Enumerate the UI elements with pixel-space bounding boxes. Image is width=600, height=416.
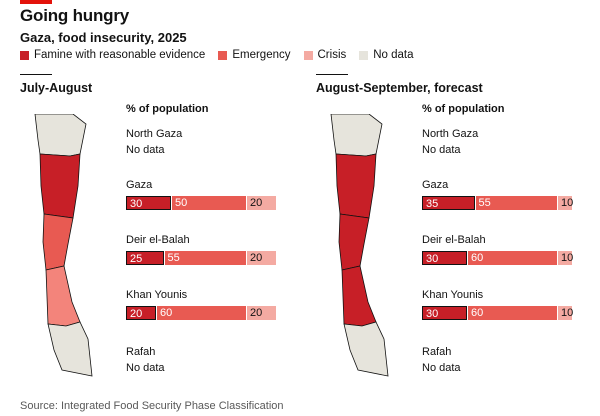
panel-july-august: July-August % of population North Gaza N… xyxy=(20,74,290,394)
source-note: Source: Integrated Food Security Phase C… xyxy=(20,400,284,412)
bar-segment-famine: 30 xyxy=(422,306,467,320)
bar-segment-crisis: 20 xyxy=(246,306,276,320)
region-gaza: Gaza 30 50 20 xyxy=(126,179,286,210)
region-label: North Gaza xyxy=(422,128,479,140)
map-region-khan-younis xyxy=(45,265,81,327)
region-deir-el-balah: Deir el-Balah 30 60 10 xyxy=(422,234,582,265)
map-region-rafah xyxy=(343,321,389,377)
map-region-deir-el-balah xyxy=(42,213,74,271)
region-label: North Gaza xyxy=(126,128,183,140)
no-data-label: No data xyxy=(126,144,165,156)
bar-segment-crisis: 10 xyxy=(557,306,573,320)
legend-item-emergency: Emergency xyxy=(218,49,291,61)
brand-bar xyxy=(20,0,52,4)
panel-rule xyxy=(20,74,52,75)
stacked-bar: 30 50 20 xyxy=(126,196,276,210)
region-label: Deir el-Balah xyxy=(126,234,190,246)
legend-item-famine: Famine with reasonable evidence xyxy=(20,49,205,61)
bar-segment-famine: 35 xyxy=(422,196,475,210)
legend-label-famine: Famine with reasonable evidence xyxy=(34,49,206,61)
region-label: Deir el-Balah xyxy=(422,234,486,246)
gaza-map xyxy=(330,114,389,377)
column-header: % of population xyxy=(422,103,505,115)
region-north-gaza: North Gaza No data xyxy=(126,128,286,156)
legend-label-crisis: Crisis xyxy=(317,49,347,61)
stacked-bar: 25 55 20 xyxy=(126,251,276,265)
bar-segment-emergency: 60 xyxy=(467,251,557,265)
bar-segment-famine: 30 xyxy=(422,251,467,265)
bar-segment-emergency: 50 xyxy=(171,196,246,210)
region-rafah: Rafah No data xyxy=(422,346,582,374)
region-label: Khan Younis xyxy=(126,289,188,301)
bar-segment-emergency: 60 xyxy=(156,306,246,320)
stacked-bar: 30 60 10 xyxy=(422,251,573,265)
gaza-map xyxy=(34,114,93,377)
map-region-gaza xyxy=(39,153,81,219)
bar-segment-crisis: 20 xyxy=(246,196,276,210)
chart-subtitle: Gaza, food insecurity, 2025 xyxy=(20,30,187,45)
chart-title: Going hungry xyxy=(20,6,130,25)
legend-label-emergency: Emergency xyxy=(232,49,291,61)
legend-swatch-crisis xyxy=(303,50,313,60)
region-label: Rafah xyxy=(126,346,156,358)
column-header: % of population xyxy=(126,103,209,115)
map-region-north-gaza xyxy=(34,114,87,157)
no-data-label: No data xyxy=(422,144,461,156)
region-khan-younis: Khan Younis 30 60 10 xyxy=(422,289,582,320)
region-deir-el-balah: Deir el-Balah 25 55 20 xyxy=(126,234,286,265)
bar-segment-emergency: 55 xyxy=(163,251,246,265)
legend-label-nodata: No data xyxy=(373,49,414,61)
region-label: Rafah xyxy=(422,346,452,358)
legend-swatch-emergency xyxy=(218,50,228,60)
panel-title: July-August xyxy=(20,81,93,95)
region-label: Khan Younis xyxy=(422,289,484,301)
map-region-rafah xyxy=(47,321,93,377)
bar-segment-emergency: 60 xyxy=(467,306,557,320)
stacked-bar: 20 60 20 xyxy=(126,306,276,320)
no-data-label: No data xyxy=(422,362,461,374)
bar-segment-emergency: 55 xyxy=(474,196,557,210)
bar-segment-crisis: 10 xyxy=(557,251,573,265)
legend-swatch-nodata xyxy=(359,50,369,60)
panel-rule xyxy=(316,74,348,75)
no-data-label: No data xyxy=(126,362,165,374)
legend-swatch-famine xyxy=(20,50,29,60)
region-label: Gaza xyxy=(126,179,153,191)
map-region-north-gaza xyxy=(330,114,383,157)
stacked-bar: 35 55 10 xyxy=(422,196,573,210)
panel-title: August-September, forecast xyxy=(316,81,483,95)
region-label: Gaza xyxy=(422,179,449,191)
legend-item-crisis: Crisis xyxy=(303,49,347,61)
map-region-deir-el-balah xyxy=(338,213,370,271)
region-north-gaza: North Gaza No data xyxy=(422,128,582,156)
bar-segment-famine: 20 xyxy=(126,306,156,320)
map-region-gaza xyxy=(335,153,377,219)
bar-segment-crisis: 20 xyxy=(246,251,276,265)
region-rafah: Rafah No data xyxy=(126,346,286,374)
region-gaza: Gaza 35 55 10 xyxy=(422,179,582,210)
bar-segment-crisis: 10 xyxy=(557,196,573,210)
panel-august-september-forecast: August-September, forecast % of populati… xyxy=(316,74,586,394)
stacked-bar: 30 60 10 xyxy=(422,306,573,320)
bar-segment-famine: 30 xyxy=(126,196,171,210)
legend: Famine with reasonable evidence Emergenc… xyxy=(20,49,427,61)
legend-item-nodata: No data xyxy=(359,49,414,61)
map-region-khan-younis xyxy=(341,265,377,327)
region-khan-younis: Khan Younis 20 60 20 xyxy=(126,289,286,320)
bar-segment-famine: 25 xyxy=(126,251,164,265)
